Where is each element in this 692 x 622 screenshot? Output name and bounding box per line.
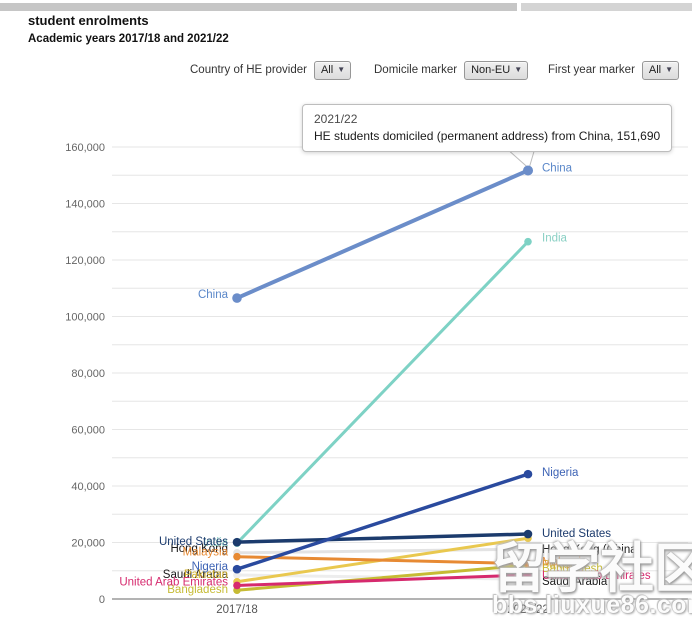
y-axis-tick-label: 40,000 xyxy=(71,481,105,493)
series-label-right-pakistan: Pakistan xyxy=(542,559,586,571)
data-point-united-arab-emirates-2017/18[interactable] xyxy=(233,581,241,590)
window-top-bar xyxy=(0,3,517,11)
country-filter-select[interactable]: All ▼ xyxy=(313,60,352,80)
x-axis-tick-label: 2021/22 xyxy=(507,604,549,616)
domicile-filter-select[interactable]: Non-EU ▼ xyxy=(464,60,529,80)
series-label-right-china: China xyxy=(542,162,573,174)
data-point-united-arab-emirates-2021/22[interactable] xyxy=(524,571,532,579)
data-point-united-states-2017/18[interactable] xyxy=(232,537,242,547)
series-label-left-china: China xyxy=(198,289,229,301)
y-axis-tick-label: 120,000 xyxy=(65,255,105,267)
country-filter-label: Country of HE provider xyxy=(190,64,307,76)
data-point-united-states-2021/22[interactable] xyxy=(523,529,533,539)
series-label-left-india: India xyxy=(203,537,229,549)
series-label-right-hong-kong-china: Hong Kong (China) xyxy=(542,544,641,556)
series-label-right-united-arab-emirates: United Arab Emirates xyxy=(542,570,651,582)
y-axis-tick-label: 140,000 xyxy=(65,199,105,211)
series-label-left-united-states: United States xyxy=(159,536,228,548)
series-label-right-saudi-arabia: Saudi Arabia xyxy=(542,576,608,588)
series-label-left-malaysia: Malaysia xyxy=(183,547,229,559)
window-top-bar-right xyxy=(521,3,692,11)
series-label-left-pakistan: Pakistan xyxy=(184,569,228,581)
series-label-right-nigeria: Nigeria xyxy=(542,467,579,479)
tooltip-value: HE students domiciled (permanent address… xyxy=(314,129,661,143)
series-label-left-hong-kong-china: Hong Kong xyxy=(170,543,228,555)
series-line-malaysia[interactable] xyxy=(235,555,530,566)
domicile-filter-label: Domicile marker xyxy=(374,64,458,76)
data-point-china-2017/18[interactable] xyxy=(232,293,242,303)
page-subtitle: Academic years 2017/18 and 2021/22 xyxy=(28,33,229,45)
data-point-india-2021/22[interactable] xyxy=(524,237,532,246)
x-axis-tick-label: 2017/18 xyxy=(216,604,258,616)
series-line-china[interactable] xyxy=(235,168,530,301)
series-label-left-bangladesh: Bangladesh xyxy=(167,584,228,596)
series-line-nigeria[interactable] xyxy=(235,472,530,571)
domicile-filter-value: Non-EU xyxy=(471,63,511,76)
chevron-down-icon: ▼ xyxy=(665,64,674,74)
filter-group-domicile: Domicile marker Non-EU ▼ xyxy=(374,58,529,82)
series-label-left-saudi-arabia: Saudi Arabia xyxy=(163,569,229,581)
data-point-nigeria-2017/18[interactable] xyxy=(232,564,242,574)
first-year-filter-select[interactable]: All ▼ xyxy=(641,60,680,80)
y-axis-tick-label: 100,000 xyxy=(65,312,105,324)
series-label-right-india: India xyxy=(542,233,568,245)
data-point-malaysia-2021/22[interactable] xyxy=(524,559,532,568)
series-label-right-bangladesh: Bangladesh xyxy=(542,563,603,575)
y-axis-tick-label: 20,000 xyxy=(71,538,105,550)
data-point-malaysia-2017/18[interactable] xyxy=(233,552,241,561)
series-line-united-arab-emirates[interactable] xyxy=(235,573,530,587)
y-axis-tick-label: 60,000 xyxy=(71,425,105,437)
series-line-bangladesh[interactable] xyxy=(235,563,530,592)
series-line-hong-kong-china[interactable] xyxy=(235,547,530,555)
y-axis-tick-label: 80,000 xyxy=(71,368,105,380)
series-label-left-nigeria: Nigeria xyxy=(192,561,229,573)
data-point-china-highlight[interactable] xyxy=(523,165,533,176)
series-line-united-states[interactable] xyxy=(235,532,530,544)
country-filter-value: All xyxy=(320,63,334,76)
y-axis-tick-label: 0 xyxy=(99,594,105,606)
series-label-right-united-states: United States xyxy=(542,528,611,540)
filter-bar: Country of HE provider All ▼ Domicile ma… xyxy=(0,58,692,84)
first-year-filter-label: First year marker xyxy=(548,64,635,76)
page-title: student enrolments xyxy=(28,13,149,28)
tooltip-year: 2021/22 xyxy=(314,112,358,126)
filter-group-first-year: First year marker All ▼ xyxy=(548,58,680,82)
data-point-saudi-arabia-2017/18[interactable] xyxy=(233,571,241,579)
data-point-nigeria-2021/22[interactable] xyxy=(523,469,533,479)
series-line-india[interactable] xyxy=(235,240,530,545)
series-label-left-united-arab-emirates: United Arab Emirates xyxy=(119,576,228,588)
y-axis-tick-label: 160,000 xyxy=(65,142,105,154)
chevron-down-icon: ▼ xyxy=(514,64,523,74)
data-point-hong-kong-china-2021/22[interactable] xyxy=(524,545,532,553)
filter-group-country: Country of HE provider All ▼ xyxy=(190,58,352,82)
series-label-right-malaysia: Malaysia xyxy=(542,557,588,569)
chevron-down-icon: ▼ xyxy=(337,64,346,74)
first-year-filter-value: All xyxy=(648,63,662,76)
chart-tooltip: 2021/22 HE students domiciled (permanent… xyxy=(302,104,673,152)
